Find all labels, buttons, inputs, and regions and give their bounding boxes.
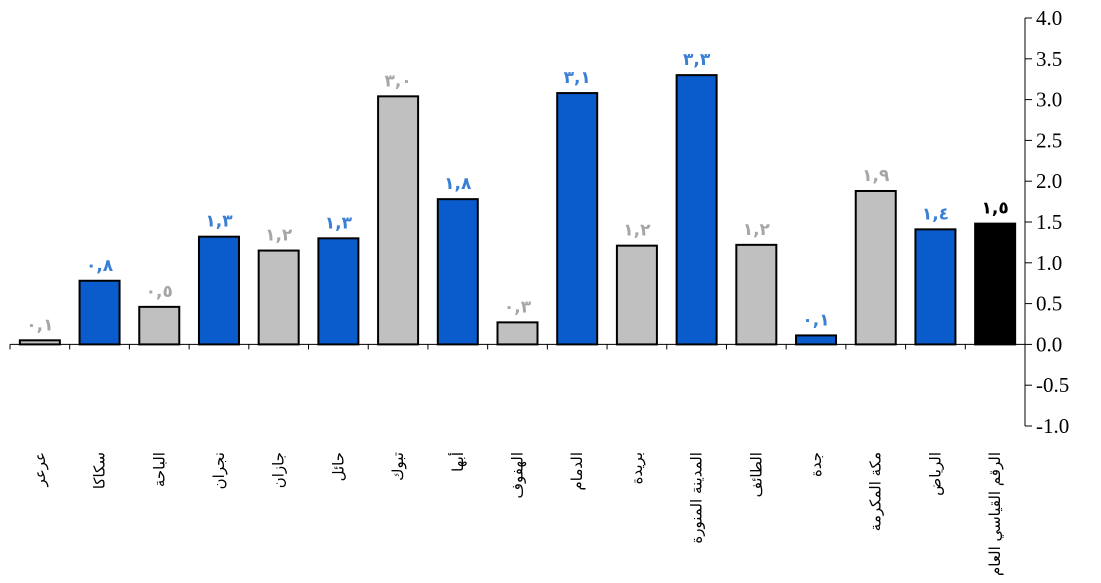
data-label: ١,٢	[743, 220, 771, 240]
data-label: ٠,١	[26, 315, 53, 335]
category-label: الدمام	[568, 452, 586, 491]
category-label: جازان	[270, 452, 288, 488]
bar	[138, 305, 181, 346]
category-label: الطائف	[747, 452, 765, 497]
y-tick-label: 2.0	[1036, 169, 1062, 193]
bar	[556, 92, 599, 346]
data-label: ١,٣	[205, 212, 233, 232]
category-label: سكاكا	[91, 452, 109, 489]
bar	[18, 339, 61, 346]
y-tick-label: -0.5	[1036, 373, 1069, 397]
bar	[795, 334, 838, 346]
data-label: ١,٩	[862, 166, 890, 186]
bar	[377, 95, 420, 346]
data-label: ٠,١	[802, 310, 829, 330]
category-label: الباحة	[150, 452, 168, 487]
chart-category-labels: عرعر سكاكا الباحة نجران جازان حائل تبوك أبها اله…	[31, 452, 1005, 576]
bar	[257, 249, 300, 346]
y-tick-label: 1.5	[1036, 210, 1062, 234]
y-tick-label: 0.0	[1036, 332, 1062, 356]
category-label: الرقم القياسي العام	[986, 452, 1005, 576]
data-label: ٠,٣	[504, 297, 532, 317]
data-label: ١,٢	[623, 221, 651, 241]
category-label: تبوك	[389, 452, 407, 481]
bar	[78, 279, 121, 346]
category-label: الرياض	[926, 452, 944, 496]
bar	[615, 244, 658, 346]
bar	[197, 235, 240, 346]
data-label: ٠,٥	[146, 282, 173, 302]
data-label: ٣,١	[564, 68, 591, 88]
chart-bars	[18, 74, 1017, 346]
y-tick-label: 3.5	[1036, 47, 1062, 71]
chart-data-labels: ٠,١ ٠,٨ ٠,٥ ١,٣ ١,٢ ١,٣ ٣,٠ ١,٨ ٠,٣ ٣,١ ١,٢ ٣,٣ ١,٢ ٠…	[26, 50, 1009, 335]
y-tick-label: -1.0	[1036, 414, 1069, 438]
category-label: جدة	[807, 452, 825, 477]
y-tick-label: 2.5	[1036, 128, 1062, 152]
bar	[914, 228, 957, 346]
category-label: عرعر	[31, 452, 49, 487]
bar	[974, 222, 1017, 346]
category-label: المدينة المنورة	[688, 452, 706, 544]
bar	[317, 237, 360, 346]
data-label: ١,٣	[325, 213, 353, 233]
y-tick-label: 1.0	[1036, 251, 1062, 275]
y-tick-label: 0.5	[1036, 292, 1062, 316]
data-label: ١,٥	[982, 199, 1009, 219]
bar	[735, 243, 778, 346]
chart-axes: 4.0 3.5 3.0 2.5 2.0 1.5 1.0 0.5 0.0 -0.5 -1.0	[9, 6, 1069, 438]
category-label: الهفوف	[509, 452, 527, 499]
data-label: ٣,٠	[384, 71, 411, 91]
bar	[436, 198, 479, 346]
y-tick-label: 3.0	[1036, 88, 1062, 112]
y-tick-label: 4.0	[1036, 6, 1062, 30]
bar	[854, 189, 897, 346]
category-label: بريدة	[628, 452, 646, 484]
category-label: نجران	[210, 452, 228, 489]
data-label: ١,٢	[265, 226, 293, 246]
data-label: ١,٨	[444, 174, 472, 194]
data-label: ١,٤	[922, 204, 949, 224]
data-label: ٠,٨	[86, 256, 114, 276]
data-label: ٣,٣	[683, 50, 711, 70]
category-label: حائل	[329, 452, 347, 481]
bar	[496, 321, 539, 346]
category-label: أبها	[448, 452, 467, 472]
bar	[675, 74, 718, 346]
category-label: مكة المكرمة	[867, 452, 885, 531]
